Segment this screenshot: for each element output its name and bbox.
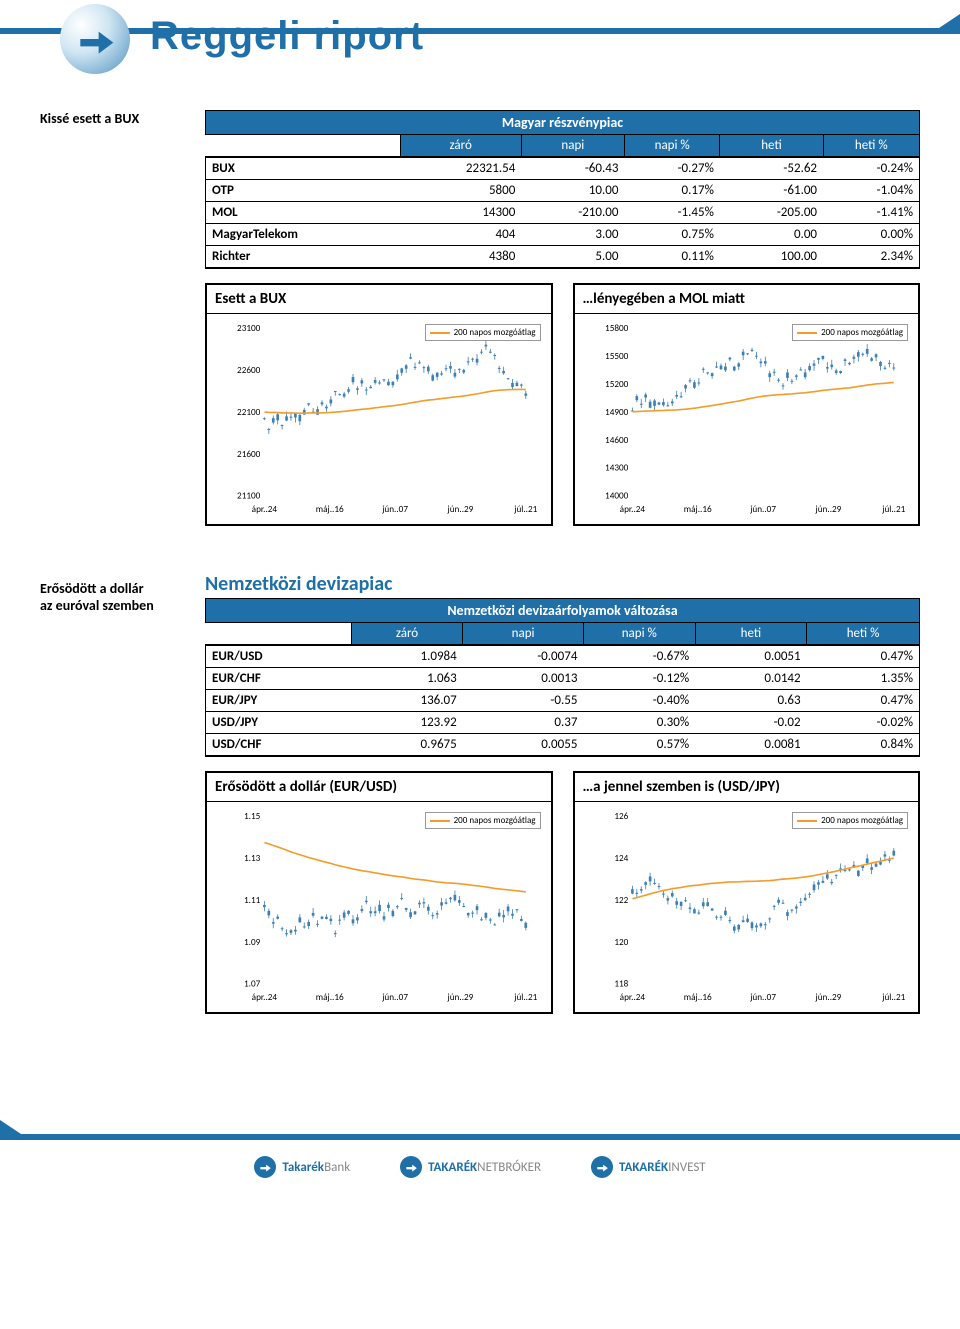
table-row: Richter43805.000.11%100.002.34% bbox=[206, 246, 920, 269]
svg-text:126: 126 bbox=[614, 811, 628, 822]
table-row: EUR/USD1.0984-0.0074-0.67%0.00510.47% bbox=[206, 645, 920, 668]
svg-text:1.11: 1.11 bbox=[244, 895, 261, 906]
svg-text:22100: 22100 bbox=[237, 407, 261, 418]
chart-usdjpy-title: …a jennel szemben is (USD/JPY) bbox=[575, 773, 919, 802]
table-row: MOL14300-210.00-1.45%-205.00-1.41% bbox=[206, 202, 920, 224]
arrow-icon bbox=[400, 1156, 422, 1178]
section2-heading: Nemzetközi devizapiac bbox=[205, 572, 920, 596]
table2-title: Nemzetközi devizaárfolyamok változása bbox=[206, 599, 920, 623]
svg-text:júl..21: júl..21 bbox=[513, 992, 537, 1003]
svg-text:ápr..24: ápr..24 bbox=[252, 992, 278, 1003]
legend: 200 napos mozgóátlag bbox=[425, 812, 541, 829]
chart-mol-title: …lényegében a MOL miatt bbox=[575, 285, 919, 314]
chart-bux: Esett a BUX 23100 22600 22100 21600 21100 ápr… bbox=[205, 283, 553, 526]
table-row: EUR/JPY136.07-0.55-0.40%0.630.47% bbox=[206, 690, 920, 712]
header-banner: Reggeli riport bbox=[0, 0, 960, 110]
table-row: MagyarTelekom4043.000.75%0.000.00% bbox=[206, 224, 920, 246]
section-2: Erősödött a dollár az euróval szemben Ne… bbox=[40, 552, 920, 757]
arrow-icon bbox=[254, 1156, 276, 1178]
footer-logo: TakarékBank bbox=[254, 1156, 350, 1178]
svg-text:máj..16: máj..16 bbox=[316, 504, 344, 515]
table-stocks: Magyar részvénypiac záró napi napi % het… bbox=[205, 110, 920, 269]
table-row: EUR/CHF1.0630.0013-0.12%0.01421.35% bbox=[206, 668, 920, 690]
svg-text:jún..07: jún..07 bbox=[381, 992, 408, 1003]
section2-label2: az euróval szemben bbox=[40, 597, 205, 614]
svg-text:jún..07: jún..07 bbox=[381, 504, 408, 515]
svg-text:júl..21: júl..21 bbox=[881, 504, 905, 515]
footer-logo: TAKARÉKINVEST bbox=[591, 1156, 706, 1178]
svg-text:14000: 14000 bbox=[605, 491, 629, 502]
svg-text:júl..21: júl..21 bbox=[513, 504, 537, 515]
svg-text:jún..29: jún..29 bbox=[814, 504, 841, 515]
table-fx: Nemzetközi devizaárfolyamok változása zá… bbox=[205, 598, 920, 757]
arrow-icon bbox=[591, 1156, 613, 1178]
footer-logo: TAKARÉKNETBRÓKER bbox=[400, 1156, 541, 1178]
legend: 200 napos mozgóátlag bbox=[425, 324, 541, 341]
svg-text:1.15: 1.15 bbox=[244, 811, 261, 822]
svg-text:1.09: 1.09 bbox=[244, 937, 261, 948]
svg-text:15800: 15800 bbox=[605, 323, 629, 334]
svg-text:124: 124 bbox=[614, 853, 628, 864]
svg-text:ápr..24: ápr..24 bbox=[619, 504, 645, 515]
banner-logo-icon bbox=[60, 4, 130, 74]
chart-mol: …lényegében a MOL miatt 15800 15500 15200 1… bbox=[573, 283, 921, 526]
svg-text:22600: 22600 bbox=[237, 365, 261, 376]
svg-text:122: 122 bbox=[614, 895, 628, 906]
svg-text:14300: 14300 bbox=[605, 463, 629, 474]
legend: 200 napos mozgóátlag bbox=[792, 812, 908, 829]
svg-text:máj..16: máj..16 bbox=[683, 504, 711, 515]
section-1: Kissé esett a BUX Magyar részvénypiac zá… bbox=[40, 110, 920, 269]
section2-label1: Erősödött a dollár bbox=[40, 580, 205, 597]
svg-text:máj..16: máj..16 bbox=[316, 992, 344, 1003]
svg-text:21600: 21600 bbox=[237, 449, 261, 460]
section1-label: Kissé esett a BUX bbox=[40, 110, 205, 127]
svg-text:júl..21: júl..21 bbox=[881, 992, 905, 1003]
chart-eurusd: Erősödött a dollár (EUR/USD) 1.15 1.13 1.1… bbox=[205, 771, 553, 1014]
svg-text:máj..16: máj..16 bbox=[683, 992, 711, 1003]
footer: TakarékBank TAKARÉKNETBRÓKER TAKARÉKINVEST bbox=[0, 1134, 960, 1214]
table-row: BUX22321.54-60.43-0.27%-52.62-0.24% bbox=[206, 157, 920, 180]
banner-title: Reggeli riport bbox=[150, 14, 424, 59]
svg-text:jún..07: jún..07 bbox=[749, 504, 776, 515]
svg-text:ápr..24: ápr..24 bbox=[252, 504, 278, 515]
legend: 200 napos mozgóátlag bbox=[792, 324, 908, 341]
svg-text:jún..29: jún..29 bbox=[814, 992, 841, 1003]
table1-title: Magyar részvénypiac bbox=[206, 111, 920, 135]
svg-text:120: 120 bbox=[614, 937, 628, 948]
svg-text:23100: 23100 bbox=[237, 323, 261, 334]
table-row: USD/CHF0.96750.00550.57%0.00810.84% bbox=[206, 734, 920, 757]
footer-stripe bbox=[0, 1134, 960, 1140]
svg-text:15500: 15500 bbox=[605, 351, 629, 362]
table-row: OTP580010.000.17%-61.00-1.04% bbox=[206, 180, 920, 202]
svg-text:1.07: 1.07 bbox=[244, 979, 261, 990]
chart-row-1: Esett a BUX 23100 22600 22100 21600 21100 ápr… bbox=[205, 283, 920, 526]
svg-text:jún..29: jún..29 bbox=[447, 504, 474, 515]
banner-stripe bbox=[0, 28, 960, 34]
svg-text:1.13: 1.13 bbox=[244, 853, 261, 864]
svg-text:jún..29: jún..29 bbox=[447, 992, 474, 1003]
chart-eurusd-title: Erősödött a dollár (EUR/USD) bbox=[207, 773, 551, 802]
table2-header-row: záró napi napi % heti heti % bbox=[206, 623, 920, 646]
table-row: USD/JPY123.920.370.30%-0.02-0.02% bbox=[206, 712, 920, 734]
chart-bux-title: Esett a BUX bbox=[207, 285, 551, 314]
svg-text:21100: 21100 bbox=[237, 491, 261, 502]
svg-text:15200: 15200 bbox=[605, 379, 629, 390]
svg-text:ápr..24: ápr..24 bbox=[619, 992, 645, 1003]
table1-header-row: záró napi napi % heti heti % bbox=[206, 135, 920, 158]
svg-text:jún..07: jún..07 bbox=[749, 992, 776, 1003]
svg-text:14900: 14900 bbox=[605, 407, 629, 418]
svg-text:118: 118 bbox=[614, 979, 628, 990]
chart-row-2: Erősödött a dollár (EUR/USD) 1.15 1.13 1.1… bbox=[205, 771, 920, 1014]
chart-usdjpy: …a jennel szemben is (USD/JPY) 126 124 122… bbox=[573, 771, 921, 1014]
svg-text:14600: 14600 bbox=[605, 435, 629, 446]
